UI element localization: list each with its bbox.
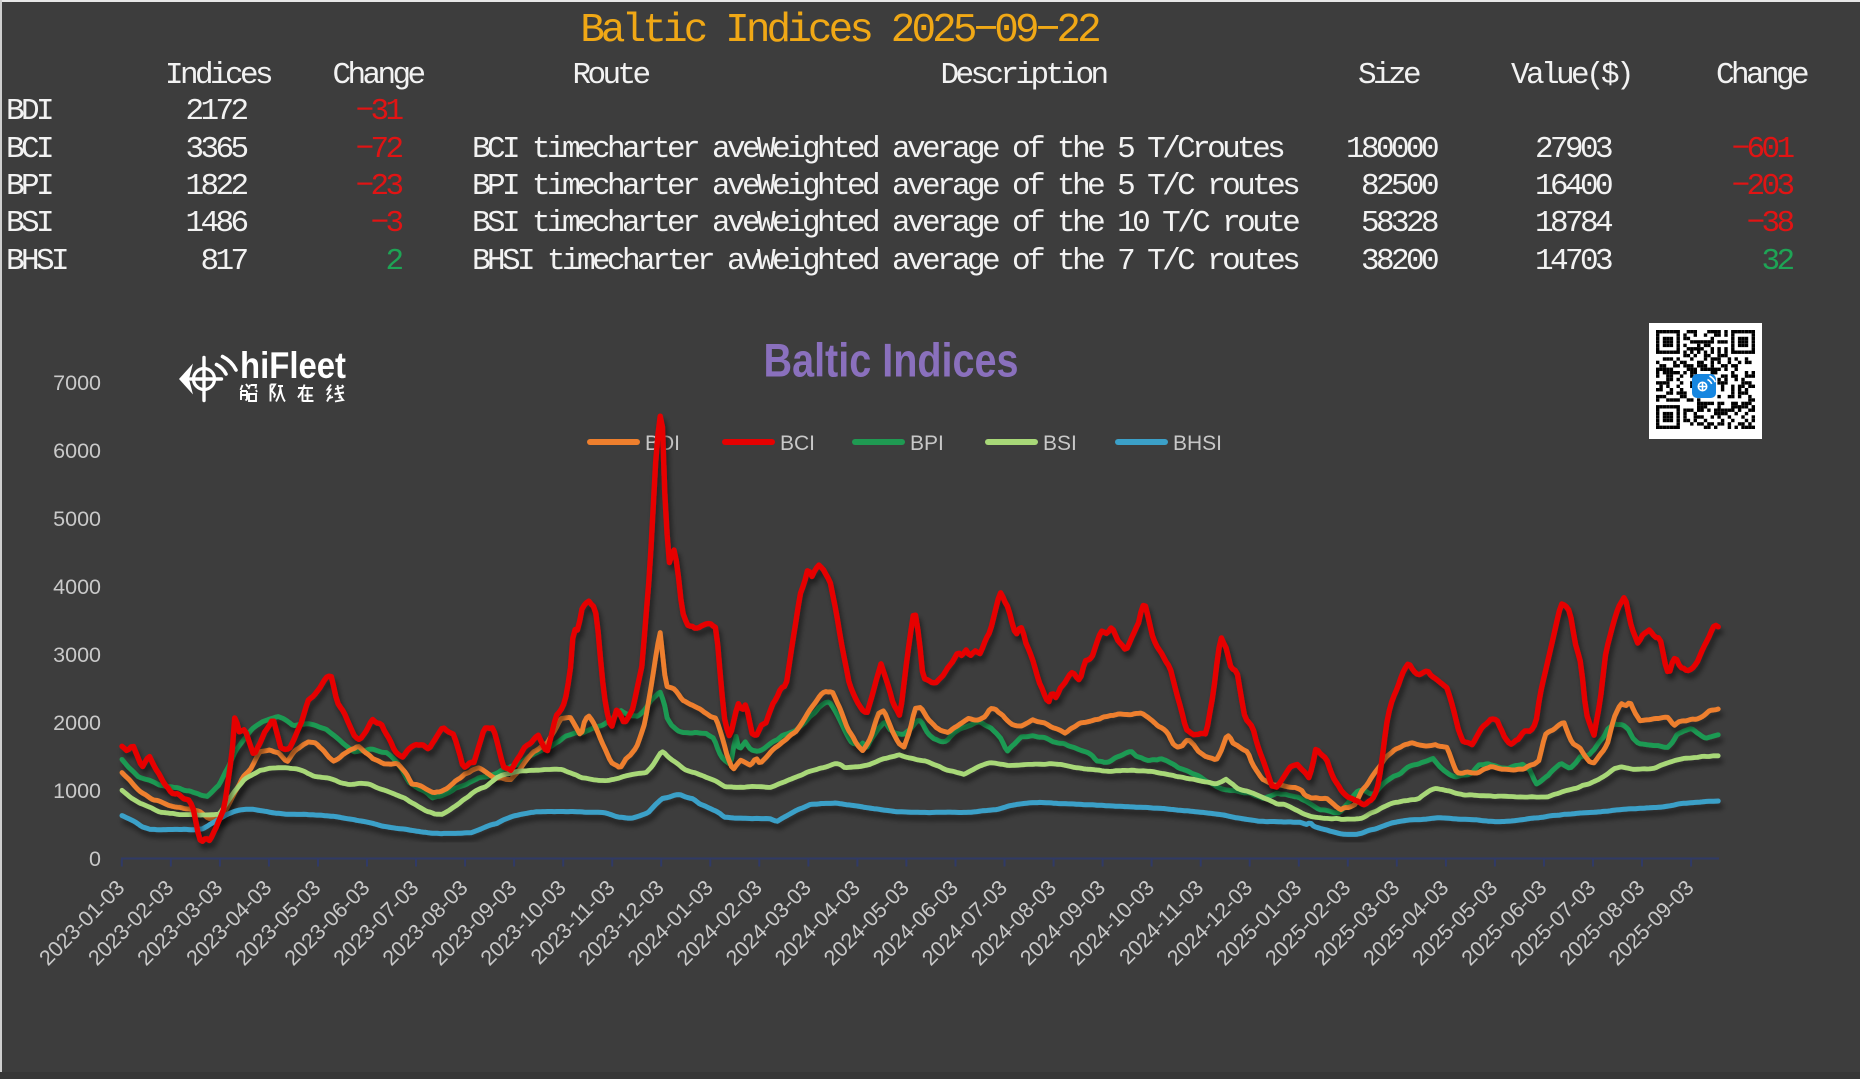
svg-text:3000: 3000 [53,643,101,667]
svg-text:Baltic Indices: Baltic Indices [764,334,1019,387]
svg-text:BPI: BPI [910,432,944,455]
svg-text:0: 0 [89,847,101,871]
svg-text:6000: 6000 [53,439,101,463]
svg-text:2000: 2000 [53,711,101,735]
svg-text:4000: 4000 [53,575,101,599]
svg-text:hiFleet: hiFleet [240,345,346,386]
svg-text:BHSI: BHSI [1173,432,1222,455]
svg-text:5000: 5000 [53,507,101,531]
svg-text:BSI: BSI [1043,432,1077,455]
svg-text:1000: 1000 [53,779,101,803]
svg-text:BCI: BCI [780,432,815,455]
svg-text:7000: 7000 [53,371,101,395]
